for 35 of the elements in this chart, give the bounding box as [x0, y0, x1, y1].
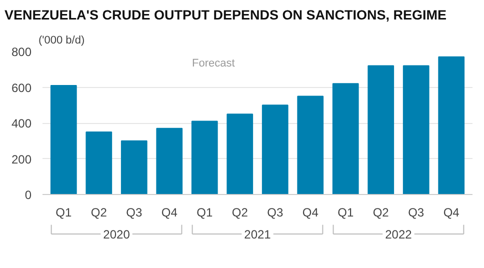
bar — [50, 84, 77, 194]
bar — [438, 56, 465, 194]
bar — [156, 128, 183, 194]
bar — [402, 65, 430, 194]
y-tick-label: 800 — [11, 45, 32, 59]
y-tick-label: 0 — [24, 188, 32, 202]
y-tick-label: 400 — [11, 116, 32, 130]
x-tick-label: Q2 — [90, 206, 108, 220]
x-tick-label: Q4 — [443, 206, 460, 220]
y-axis-title: ('000 b/d) — [38, 34, 85, 46]
y-tick-label: 600 — [11, 80, 32, 95]
bar — [368, 65, 394, 194]
bar — [120, 140, 148, 194]
bar — [191, 120, 218, 194]
bar — [226, 114, 254, 194]
y-tick-label: 200 — [11, 152, 32, 166]
chart-title: VENEZUELA'S CRUDE OUTPUT DEPENDS ON SANCTIONS, REGIME — [4, 8, 446, 22]
text: 2021 — [244, 228, 272, 242]
x-tick-label: Q2 — [232, 206, 248, 220]
x-tick-label: Q1 — [56, 206, 72, 220]
bar — [297, 96, 324, 194]
x-tick-label: Q1 — [196, 206, 213, 220]
x-tick-label: Q3 — [267, 206, 284, 220]
text: 2022 — [385, 228, 412, 242]
x-tick-label: Q1 — [338, 206, 354, 220]
x-tick-label: Q3 — [408, 206, 424, 220]
bar — [262, 104, 288, 194]
bar — [332, 83, 359, 194]
x-tick-label: Q3 — [126, 206, 142, 220]
x-tick-label: Q2 — [372, 206, 390, 220]
x-tick-label: Q4 — [161, 206, 178, 220]
x-tick-label: Q4 — [302, 206, 319, 220]
bar — [86, 131, 112, 194]
annotation: Forecast — [192, 58, 235, 70]
text: 2020 — [103, 228, 130, 242]
